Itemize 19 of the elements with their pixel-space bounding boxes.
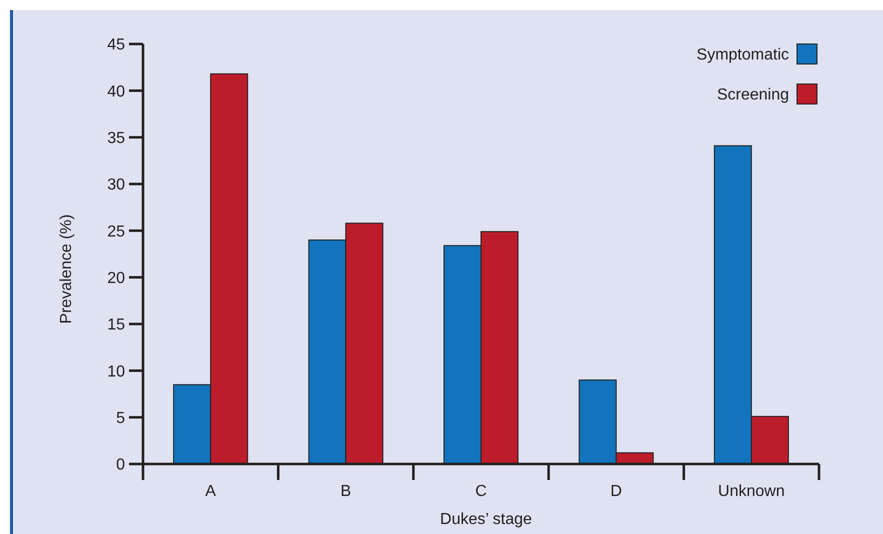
- x-axis-title: Dukes’ stage: [440, 511, 532, 528]
- x-tick-label: D: [610, 483, 622, 500]
- y-tick-label: 20: [107, 270, 126, 287]
- y-tick-label: 35: [107, 130, 126, 147]
- y-tick-label: 5: [116, 410, 126, 427]
- x-tick-label: A: [205, 483, 216, 500]
- x-tick-label: B: [340, 483, 352, 500]
- x-tick-label: Unknown: [718, 483, 785, 500]
- legend-label: Screening: [716, 86, 789, 104]
- y-tick-label: 45: [107, 36, 126, 54]
- y-tick-label: 0: [116, 456, 126, 474]
- y-axis-title: Prevalence (%): [58, 214, 75, 324]
- legend-label: Symptomatic: [696, 46, 789, 64]
- y-tick-label: 15: [107, 316, 126, 334]
- x-tick-label: C: [475, 483, 487, 500]
- y-tick-label: 25: [107, 223, 126, 240]
- y-tick-label: 40: [107, 83, 126, 100]
- y-tick-label: 10: [107, 363, 126, 380]
- y-tick-label: 30: [107, 176, 126, 194]
